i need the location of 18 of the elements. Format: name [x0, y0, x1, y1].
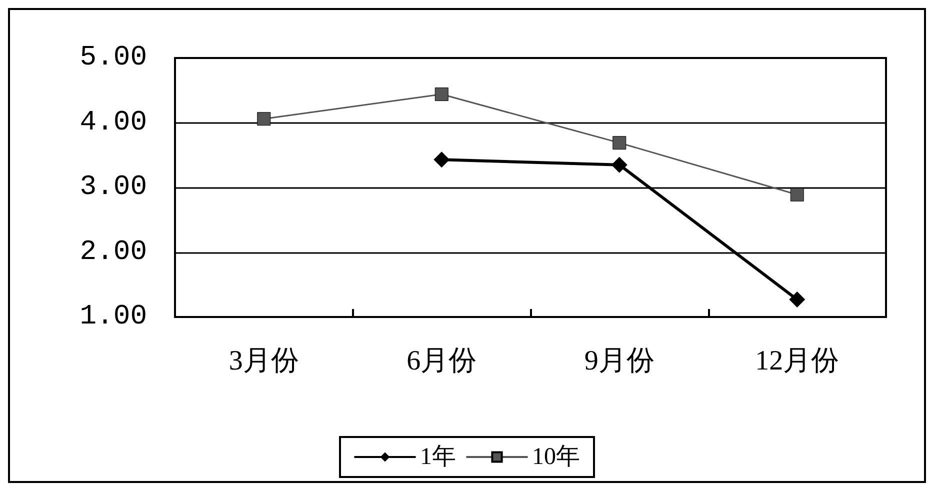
point [611, 156, 628, 173]
point [612, 136, 626, 150]
point [790, 188, 804, 202]
x-tick-label: 3月份 [228, 346, 299, 376]
x-tick-label: 6月份 [406, 346, 477, 376]
y-tick-label: 3.00 [80, 172, 147, 203]
y-tick-label: 2.00 [80, 236, 147, 268]
x-tick-label: 12月份 [755, 346, 840, 376]
point [789, 292, 806, 308]
x-tick-label: 9月份 [584, 346, 654, 376]
y-tick-label: 4.00 [80, 107, 147, 138]
legend-label: 10年 [532, 444, 580, 470]
point [434, 88, 448, 102]
y-tick-label: 5.00 [80, 42, 147, 74]
y-tick-label: 1.00 [80, 302, 147, 332]
point [434, 152, 450, 168]
legend-label: 1年 [420, 444, 456, 470]
point [257, 112, 271, 126]
